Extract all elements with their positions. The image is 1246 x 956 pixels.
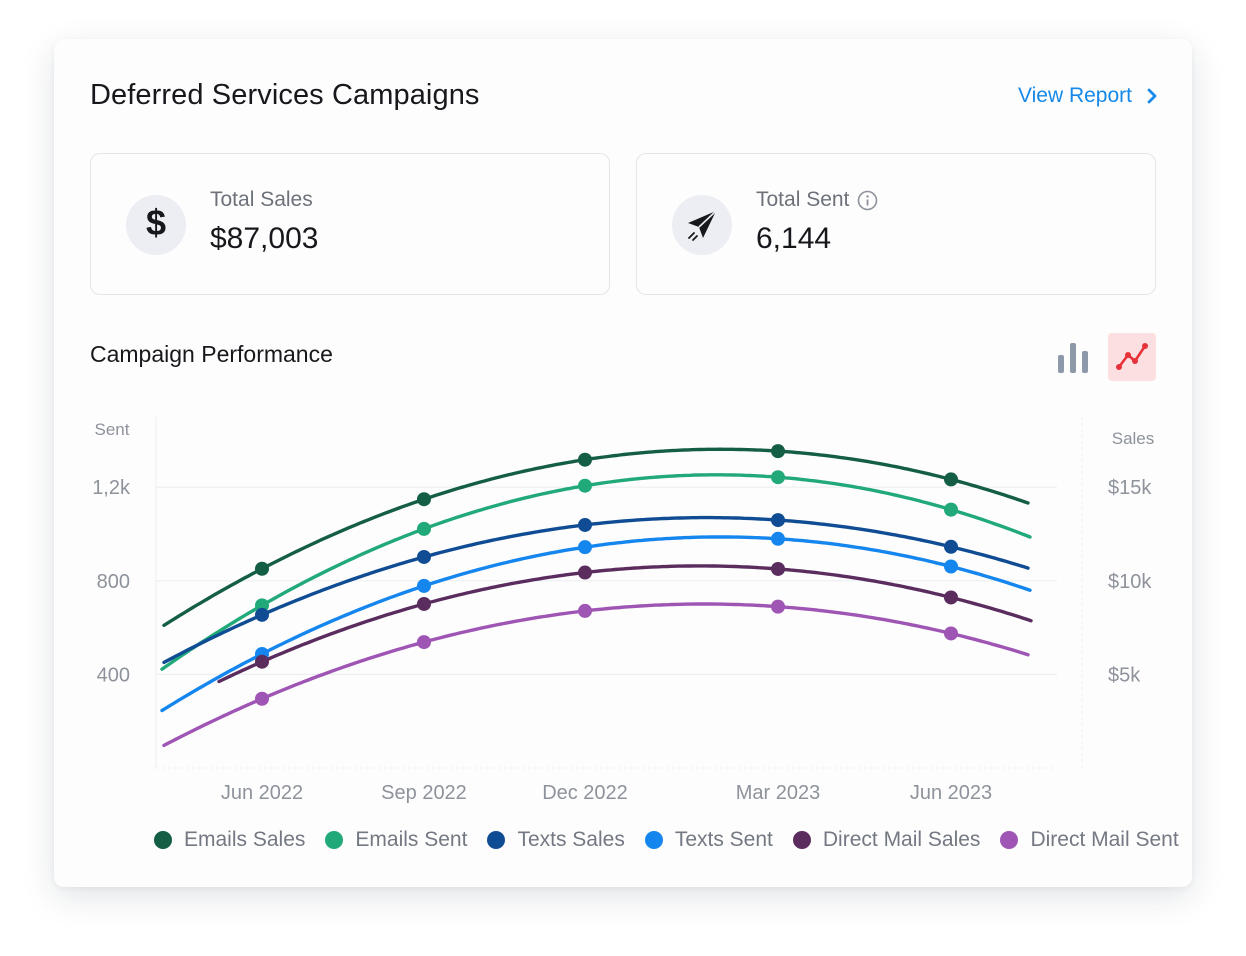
data-point [417, 492, 431, 507]
legend-item[interactable]: Texts Sales [487, 828, 625, 852]
y-axis-left-title: Sent [95, 420, 130, 439]
y-tick-left: 800 [97, 571, 130, 593]
chart-legend: Emails Sales Emails Sent Texts Sales Texts … [154, 828, 1179, 852]
data-point [578, 478, 592, 493]
view-report-label: View Report [1017, 84, 1132, 107]
line-chart-toggle[interactable] [1108, 333, 1156, 381]
x-tick-label: Jun 2023 [910, 782, 992, 804]
data-point [417, 578, 431, 593]
data-point [578, 565, 592, 580]
legend-label: Emails Sales [184, 828, 306, 851]
paper-plane-icon [672, 195, 732, 255]
data-point [944, 472, 958, 487]
data-point [944, 502, 958, 517]
campaign-performance-chart: 400 $5k 800 $10k 1,2k $15k Sent Sales Jun 2022 Se… [92, 417, 1155, 804]
y-tick-right: $5k [1108, 664, 1141, 686]
legend-item[interactable]: Direct Mail Sent [1000, 828, 1179, 852]
data-point [944, 559, 958, 574]
data-point [417, 596, 431, 611]
y-tick-left: 400 [97, 664, 130, 686]
total-sales-value: $87,003 [210, 222, 319, 255]
data-point [255, 654, 269, 669]
line-chart-icon [1116, 343, 1148, 370]
view-report-link[interactable]: View Report [1018, 84, 1158, 108]
total-sent-label-row: Total Sent [756, 188, 878, 212]
data-point [578, 603, 592, 618]
bar-chart-toggle[interactable] [1049, 333, 1097, 381]
data-point [417, 521, 431, 536]
svg-text:$: $ [146, 205, 166, 243]
data-point [578, 540, 592, 555]
legend-dot [792, 831, 811, 849]
data-point [255, 691, 269, 706]
bar-chart-icon [1058, 343, 1088, 373]
section-title: Campaign Performance [90, 341, 333, 367]
series-line [162, 447, 1030, 627]
data-point [255, 607, 269, 622]
legend-item[interactable]: Texts Sent [644, 828, 773, 852]
legend-item[interactable]: Direct Mail Sales [792, 828, 981, 852]
legend-dot [325, 831, 344, 849]
data-point [771, 444, 785, 459]
total-sales-label: Total Sales [210, 188, 313, 211]
data-point [771, 531, 785, 546]
y-axis-right-title: Sales [1112, 429, 1155, 448]
x-tick-label: Dec 2022 [542, 782, 628, 804]
total-sent-label: Total Sent [756, 188, 850, 211]
data-point [771, 561, 785, 576]
chevron-right-icon [1147, 88, 1157, 104]
legend-label: Direct Mail Sent [1030, 828, 1179, 851]
series-line [162, 515, 1030, 665]
data-point [944, 590, 958, 605]
x-tick-label: Mar 2023 [736, 782, 821, 804]
legend-dot [644, 831, 663, 849]
series-line [217, 564, 1033, 684]
legend-label: Texts Sent [674, 828, 773, 851]
y-tick-right: $15k [1108, 477, 1152, 499]
series-line [162, 602, 1030, 748]
data-point [255, 561, 269, 576]
legend-dot [1000, 831, 1019, 849]
campaign-card: Deferred Services Campaigns View Report … [54, 39, 1192, 887]
legend-dot [154, 831, 172, 849]
data-point [944, 626, 958, 641]
data-point [417, 635, 431, 650]
data-point [771, 513, 785, 528]
x-tick-label: Jun 2022 [221, 782, 303, 804]
y-tick-left: 1,2k [92, 477, 131, 499]
legend-label: Texts Sales [517, 828, 625, 851]
legend-dot [487, 831, 506, 849]
info-icon[interactable] [857, 190, 878, 211]
total-sent-card: Total Sent 6,144 [636, 153, 1156, 295]
legend-label: Emails Sent [355, 828, 468, 851]
data-point [771, 599, 785, 614]
data-point [578, 517, 592, 532]
series-line [160, 535, 1032, 713]
legend-item[interactable]: Emails Sent [325, 828, 467, 852]
card-title: Deferred Services Campaigns [90, 79, 480, 111]
data-point [944, 539, 958, 554]
dollar-icon: $ [126, 195, 186, 255]
legend-item[interactable]: Emails Sales [154, 828, 305, 852]
series-line [160, 473, 1032, 671]
data-point [417, 549, 431, 564]
total-sales-card: $ Total Sales $87,003 [90, 153, 610, 295]
x-tick-label: Sep 2022 [381, 782, 467, 804]
total-sent-value: 6,144 [756, 222, 832, 255]
data-point [578, 452, 592, 467]
y-tick-right: $10k [1108, 571, 1152, 593]
data-point [771, 470, 785, 485]
legend-label: Direct Mail Sales [822, 828, 981, 851]
